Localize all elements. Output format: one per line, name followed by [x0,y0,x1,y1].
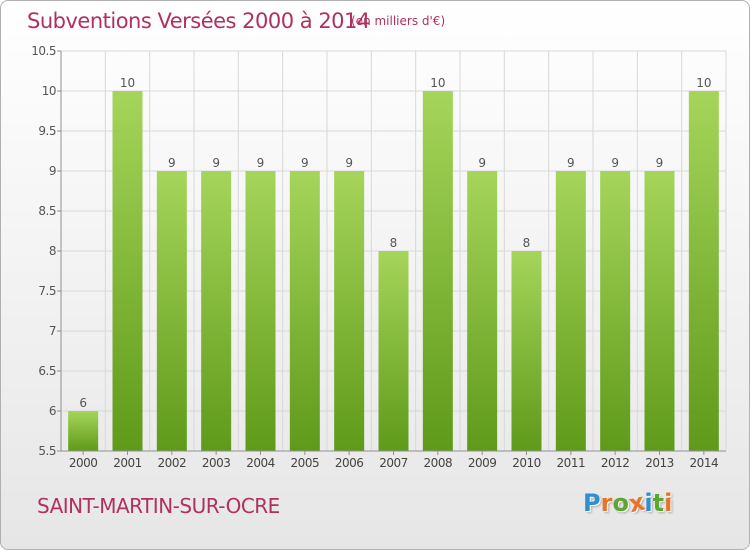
chart-title: Subventions Versées 2000 à 2014 [27,9,370,33]
x-tick-label: 2011 [557,456,586,470]
x-tick-label: 2014 [690,456,719,470]
y-tick-label: 8 [49,244,56,258]
y-tick-label: 5.5 [38,444,56,458]
place-name: SAINT-MARTIN-SUR-OCRE [37,494,280,518]
x-tick-label: 2010 [512,456,541,470]
bar-2012 [600,171,631,451]
bar-value-label: 9 [656,156,664,170]
bar-2004 [245,171,276,451]
bar-value-label: 9 [478,156,486,170]
bar-2000 [68,411,99,451]
y-tick-label: 6.5 [38,364,56,378]
x-tick-label: 2012 [601,456,630,470]
x-tick-label: 2005 [291,456,320,470]
x-tick-label: 2013 [645,456,674,470]
logo-letter: i [644,489,653,517]
proxiti-logo[interactable]: Proxiti [583,488,673,519]
logo-letter: r [600,489,613,517]
y-tick-label: 10 [42,84,56,98]
bar-2011 [555,171,586,451]
y-tick-label: 7 [49,324,56,338]
bar-2010 [511,251,542,451]
bar-value-label: 10 [120,76,135,90]
x-tick-label: 2004 [246,456,275,470]
y-tick-label: 10.5 [31,44,56,58]
bar-value-label: 9 [212,156,220,170]
bar-value-label: 8 [523,236,531,250]
y-tick-label: 9 [49,164,56,178]
bar-2006 [334,171,365,451]
x-tick-label: 2002 [158,456,187,470]
y-tick-label: 9.5 [38,124,56,138]
x-tick-label: 2001 [113,456,142,470]
bar-value-label: 10 [430,76,445,90]
bar-value-label: 9 [301,156,309,170]
logo-letter: i [664,489,673,517]
bar-value-label: 8 [390,236,398,250]
logo-letter: P [583,489,601,517]
bar-2008 [422,91,453,451]
y-tick-label: 7.5 [38,284,56,298]
bars: 6 10 9 9 9 9 9 8 10 9 8 9 9 9 10 [68,76,719,451]
x-tick-label: 2007 [379,456,408,470]
x-tick-label: 2009 [468,456,497,470]
bar-2013 [644,171,675,451]
bar-2001 [112,91,143,451]
bar-value-label: 6 [79,396,87,410]
bar-value-label: 9 [168,156,176,170]
x-tick-label: 2006 [335,456,364,470]
bar-2007 [378,251,409,451]
y-tick-label: 6 [49,404,56,418]
logo-letter: t [652,489,665,517]
bar-value-label: 9 [345,156,353,170]
x-tick-label: 2003 [202,456,231,470]
bar-2009 [467,171,498,451]
axes: 5.5 6 6.5 7 7.5 8 8.5 9 9.5 10 10.5 2000 2001 2002 200… [31,44,726,470]
bar-value-label: 9 [611,156,619,170]
bar-2005 [289,171,320,451]
chart-unit-label: (en milliers d'€) [351,14,446,28]
y-tick-label: 8.5 [38,204,56,218]
bar-value-label: 9 [567,156,575,170]
bar-value-label: 10 [696,76,711,90]
bar-2002 [156,171,187,451]
x-tick-label: 2000 [69,456,98,470]
x-tick-label: 2008 [424,456,453,470]
bar-2003 [201,171,232,451]
bar-value-label: 9 [257,156,265,170]
logo-letter: o [612,489,629,517]
bar-2014 [688,91,719,451]
